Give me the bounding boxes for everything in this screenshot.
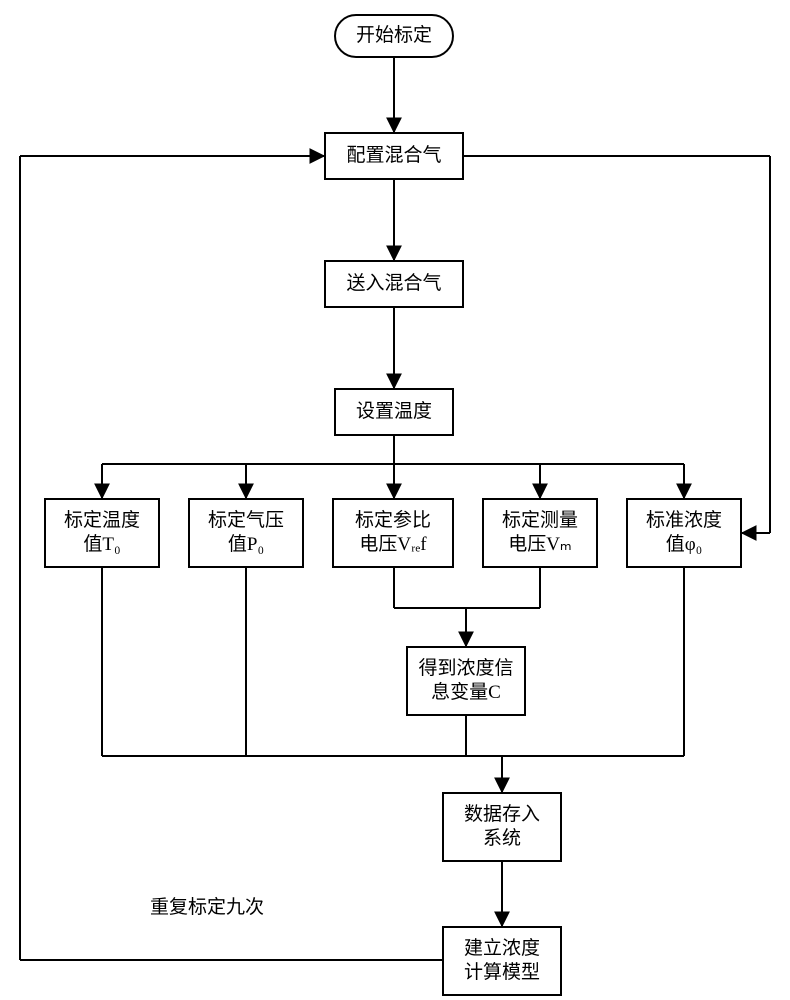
node-start: 开始标定 xyxy=(334,14,454,58)
node-settemp: 设置温度 xyxy=(334,388,454,436)
node-store: 数据存入系统 xyxy=(442,792,562,862)
node-vref: 标定参比电压Vᵣₑf xyxy=(332,498,454,568)
node-vm: 标定测量电压Vₘ xyxy=(482,498,598,568)
node-feed: 送入混合气 xyxy=(324,260,464,308)
node-model: 建立浓度计算模型 xyxy=(442,926,562,996)
node-p0: 标定气压值P₀ xyxy=(188,498,304,568)
loop-label: 重复标定九次 xyxy=(150,892,264,919)
node-getC: 得到浓度信息变量C xyxy=(406,646,526,716)
flowchart-canvas: 开始标定配置混合气送入混合气设置温度标定温度值T₀ 标定气压值P₀ 标定参比电压Vᵣ… xyxy=(0,0,790,1000)
node-phi0: 标准浓度值φ₀ xyxy=(626,498,742,568)
node-t0: 标定温度值T₀ xyxy=(44,498,160,568)
node-cfg: 配置混合气 xyxy=(324,132,464,180)
